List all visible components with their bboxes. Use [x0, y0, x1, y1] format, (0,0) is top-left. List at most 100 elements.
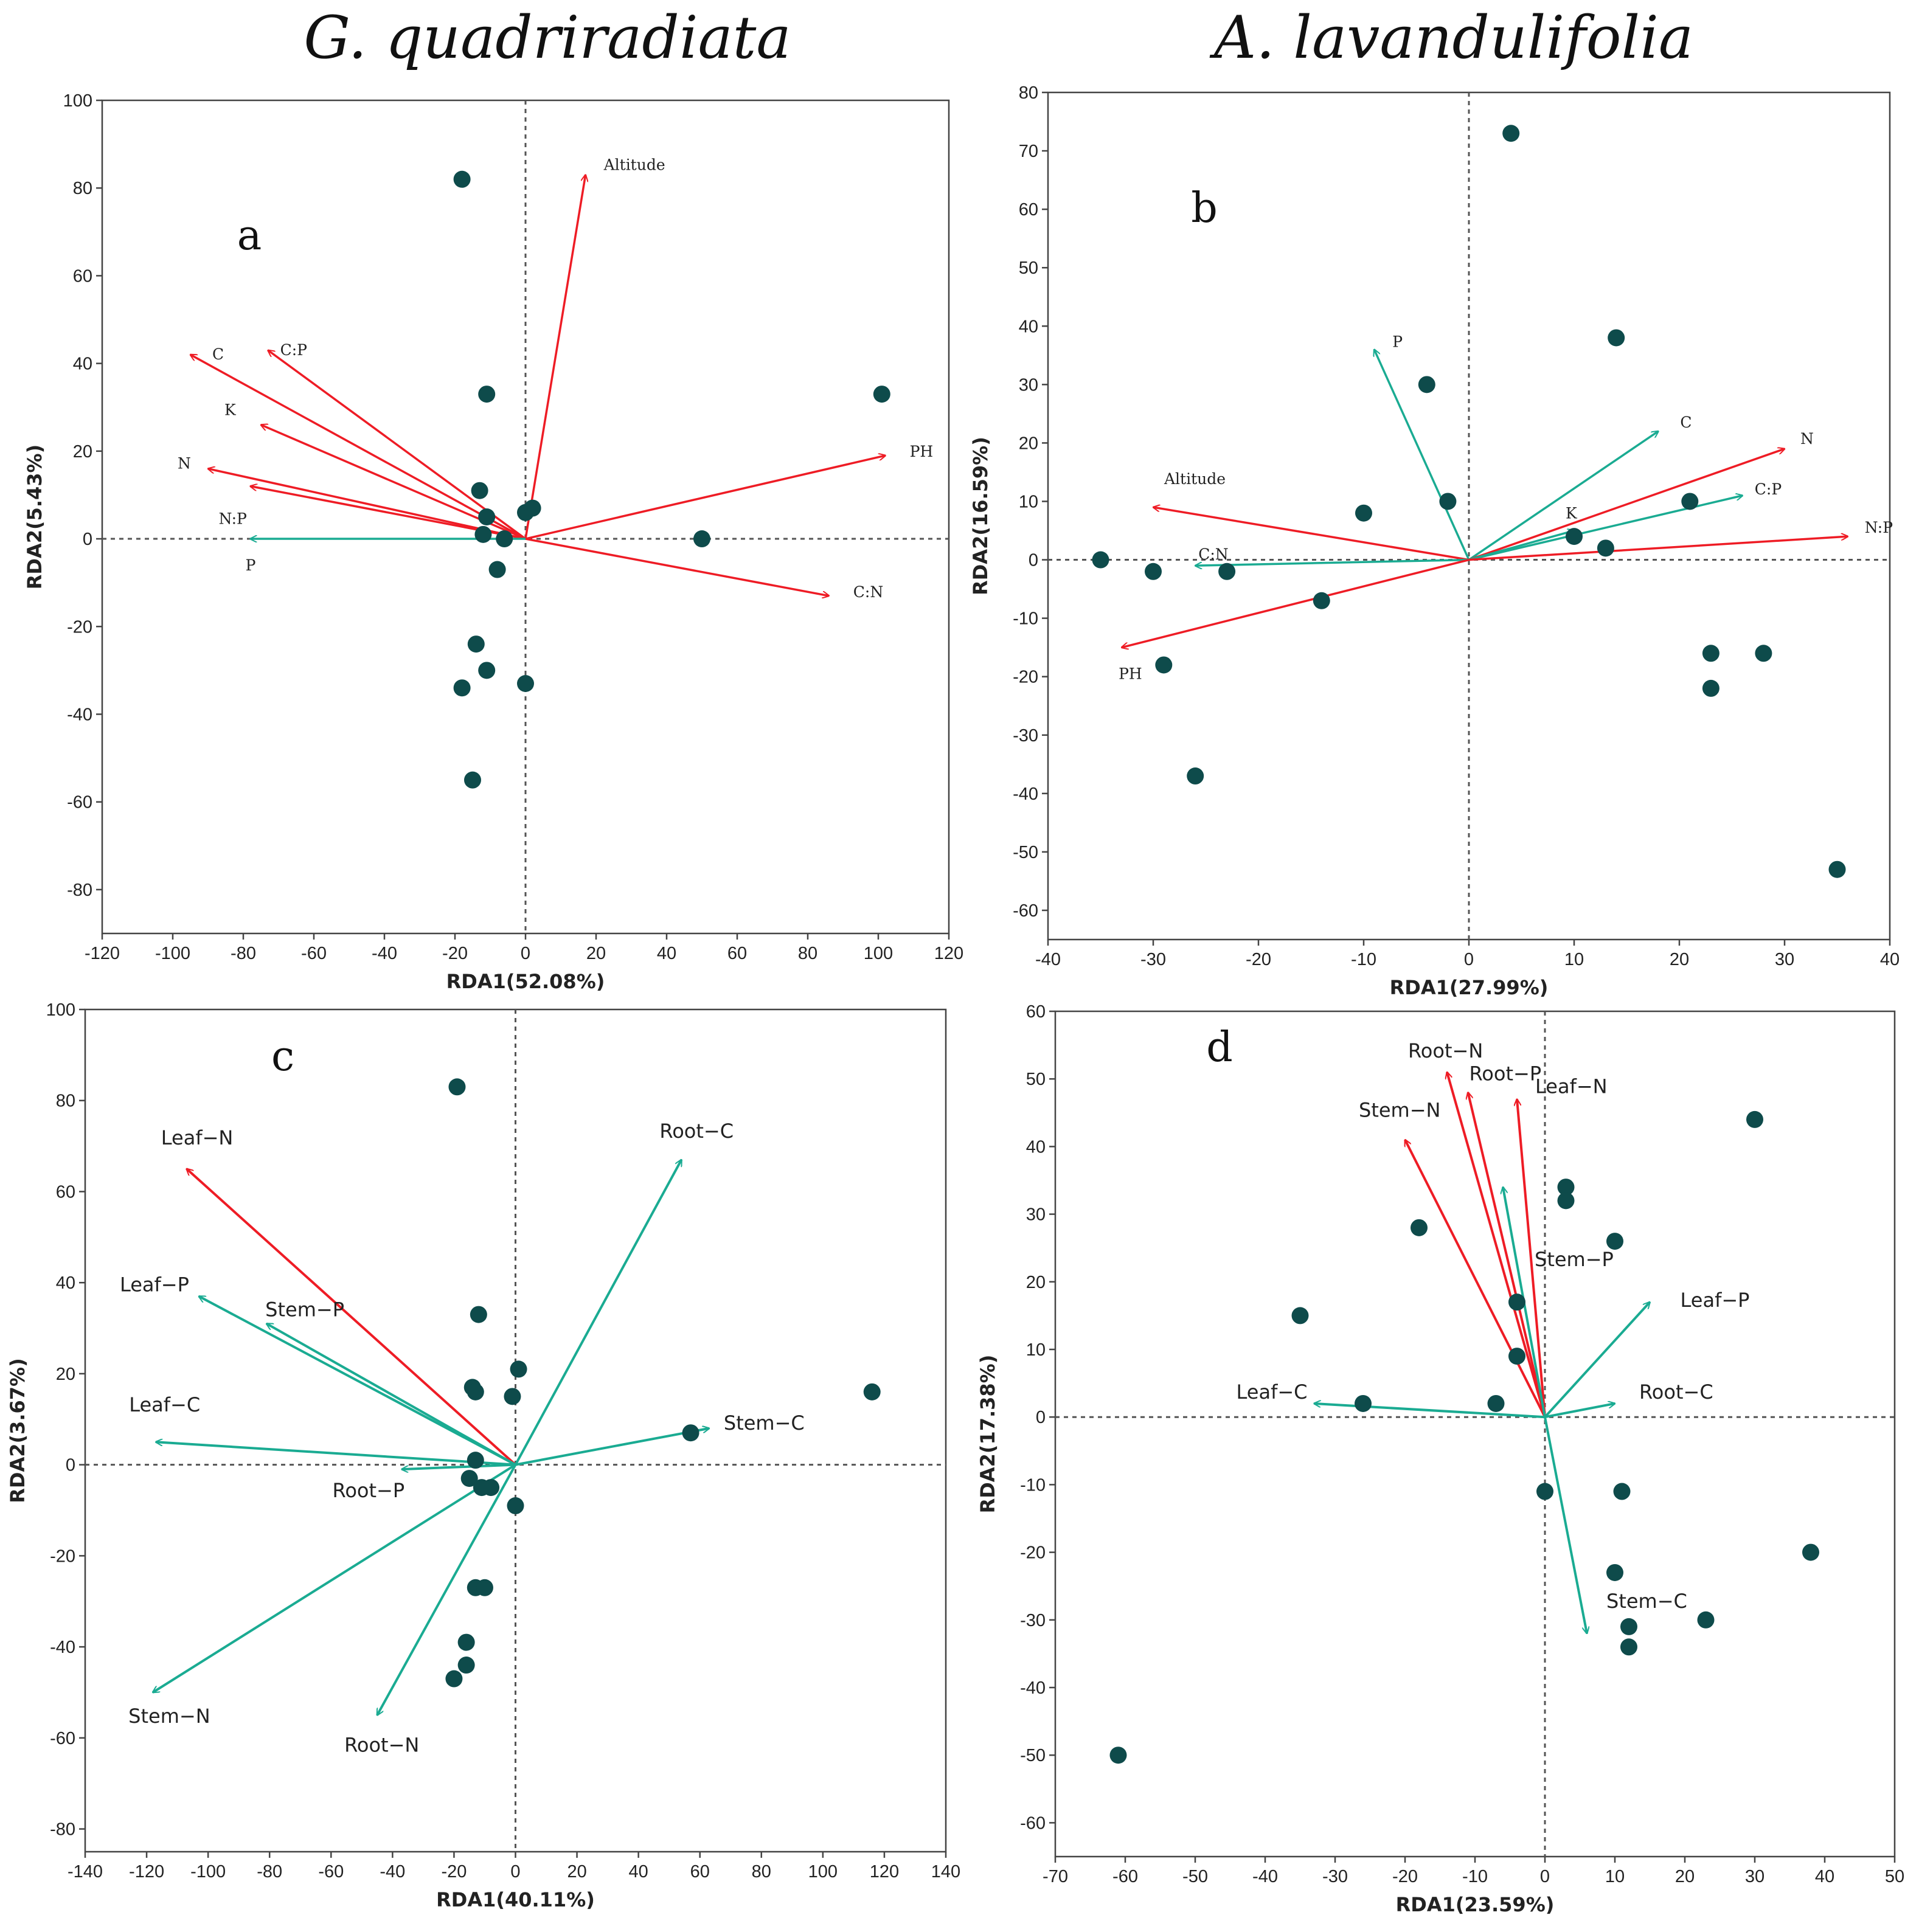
plot-frame: [1054, 1010, 1896, 1858]
vector-label: C:N: [1198, 545, 1228, 563]
sample-point: [1606, 1563, 1623, 1581]
x-tick-label: -70: [1043, 1867, 1068, 1886]
x-tick-label: -80: [231, 944, 256, 963]
y-axis-label: RDA2(17.38%): [976, 1355, 999, 1514]
y-tick-label: 20: [73, 442, 92, 462]
sample-point: [507, 1497, 524, 1515]
vector-label: N: [178, 455, 191, 473]
y-tick-label: 20: [1019, 434, 1038, 453]
vector-arrow-c: [1468, 431, 1658, 561]
vector-label: Leaf−N: [1535, 1075, 1608, 1098]
sample-point: [470, 1306, 487, 1323]
sample-point: [517, 675, 534, 692]
x-tick-label: 20: [1670, 950, 1689, 969]
sample-point: [1606, 1233, 1623, 1250]
sample-point: [478, 386, 496, 403]
y-tick-label: -30: [1013, 726, 1038, 746]
sample-point: [1702, 645, 1719, 662]
x-tick-label: 50: [1885, 1867, 1904, 1886]
vector-label: C: [1680, 414, 1692, 431]
vector-arrow-k: [1468, 531, 1574, 561]
sample-point: [1313, 592, 1330, 609]
y-tick-label: 20: [1026, 1273, 1046, 1292]
y-tick-label: 40: [56, 1273, 75, 1293]
sample-point: [1681, 493, 1699, 510]
y-tick-label: -60: [67, 793, 92, 812]
vector-arrow-stem-c: [1544, 1416, 1587, 1633]
vector-label: Stem−N: [1359, 1098, 1440, 1121]
panel-letter: a: [237, 212, 262, 260]
y-tick-label: -80: [50, 1820, 75, 1840]
sample-point: [482, 1479, 500, 1497]
x-tick-label: -100: [190, 1862, 226, 1882]
y-tick-label: -20: [50, 1546, 75, 1566]
x-tick-label: 10: [1605, 1867, 1625, 1886]
vector-arrow-leaf-c: [156, 1442, 516, 1466]
sample-point: [474, 525, 492, 543]
sample-point: [471, 482, 488, 499]
y-tick-label: -10: [1020, 1475, 1046, 1495]
sample-point: [1355, 1394, 1372, 1412]
panel-letter: b: [1191, 184, 1218, 232]
x-tick-label: 30: [1745, 1867, 1765, 1886]
sample-point: [1439, 493, 1457, 510]
x-tick-label: 40: [629, 1862, 648, 1882]
sample-point: [496, 530, 513, 548]
vector-arrow-c-p: [268, 350, 527, 540]
vector-label: Root−P: [1470, 1062, 1542, 1085]
vector-label: Root−N: [344, 1733, 419, 1756]
y-tick-label: 80: [1019, 83, 1038, 103]
vector-label: Stem−N: [128, 1705, 210, 1728]
vector-label: Altitude: [603, 156, 665, 174]
sample-point: [457, 1657, 475, 1674]
y-tick-label: 20: [56, 1365, 75, 1384]
sample-point: [1620, 1618, 1637, 1635]
vector-label: Stem−C: [724, 1411, 805, 1435]
vector-arrow-c-n: [1195, 558, 1470, 566]
vector-arrow-n: [208, 469, 526, 540]
y-tick-label: -60: [50, 1729, 75, 1748]
y-tick-label: 40: [1026, 1137, 1046, 1157]
y-tick-label: 70: [1019, 142, 1038, 161]
x-tick-label: 40: [657, 944, 676, 963]
x-axis-label: RDA1(23.59%): [1396, 1893, 1555, 1916]
y-tick-label: 60: [1019, 200, 1038, 220]
x-tick-label: 120: [870, 1862, 899, 1882]
x-axis-label: RDA1(40.11%): [436, 1888, 595, 1911]
x-tick-label: 120: [934, 944, 963, 963]
sample-point: [1218, 563, 1236, 580]
vector-arrow-root-p: [402, 1463, 516, 1469]
vector-arrow-altitude: [1153, 507, 1470, 561]
x-tick-label: 80: [752, 1862, 771, 1882]
vector-arrow-c-p: [1468, 496, 1743, 561]
x-axis-label: RDA1(52.08%): [446, 970, 605, 993]
vector-label: PH: [910, 443, 934, 460]
panel-letter: c: [271, 1033, 294, 1081]
vector-label: N: [1800, 430, 1814, 448]
x-tick-label: -60: [1112, 1867, 1138, 1886]
y-tick-label: 40: [1019, 317, 1038, 336]
vector-label: Root−P: [333, 1479, 405, 1502]
sample-point: [1411, 1219, 1428, 1236]
y-axis-label: RDA2(5.43%): [23, 445, 46, 590]
x-tick-label: -120: [129, 1862, 164, 1882]
sample-point: [457, 1633, 475, 1651]
panel-b: -40 -30 -20 -10 0 10 20 30 40 -60 -50 -40 -30 -20 -10 0…: [969, 83, 1900, 999]
sample-point: [1502, 125, 1520, 142]
y-tick-label: 60: [1026, 1002, 1046, 1022]
vector-label: K: [1566, 505, 1578, 522]
sample-point: [524, 499, 541, 517]
panel-c: -140 -120 -100 -80 -60 -40 -20 0 20 40 60 80 100 120 1…: [6, 1000, 960, 1911]
x-tick-label: 100: [808, 1862, 838, 1882]
y-tick-label: 30: [1019, 375, 1038, 395]
y-tick-label: 30: [1026, 1205, 1046, 1225]
x-tick-label: -140: [68, 1862, 103, 1882]
sample-point: [1557, 1179, 1575, 1196]
x-tick-label: 140: [931, 1862, 960, 1882]
vector-arrow-ph: [525, 455, 886, 540]
vector-arrow-c-n: [525, 538, 829, 596]
x-tick-label: 30: [1775, 950, 1794, 969]
y-tick-label: -40: [1013, 784, 1038, 804]
sample-point: [1487, 1394, 1505, 1412]
